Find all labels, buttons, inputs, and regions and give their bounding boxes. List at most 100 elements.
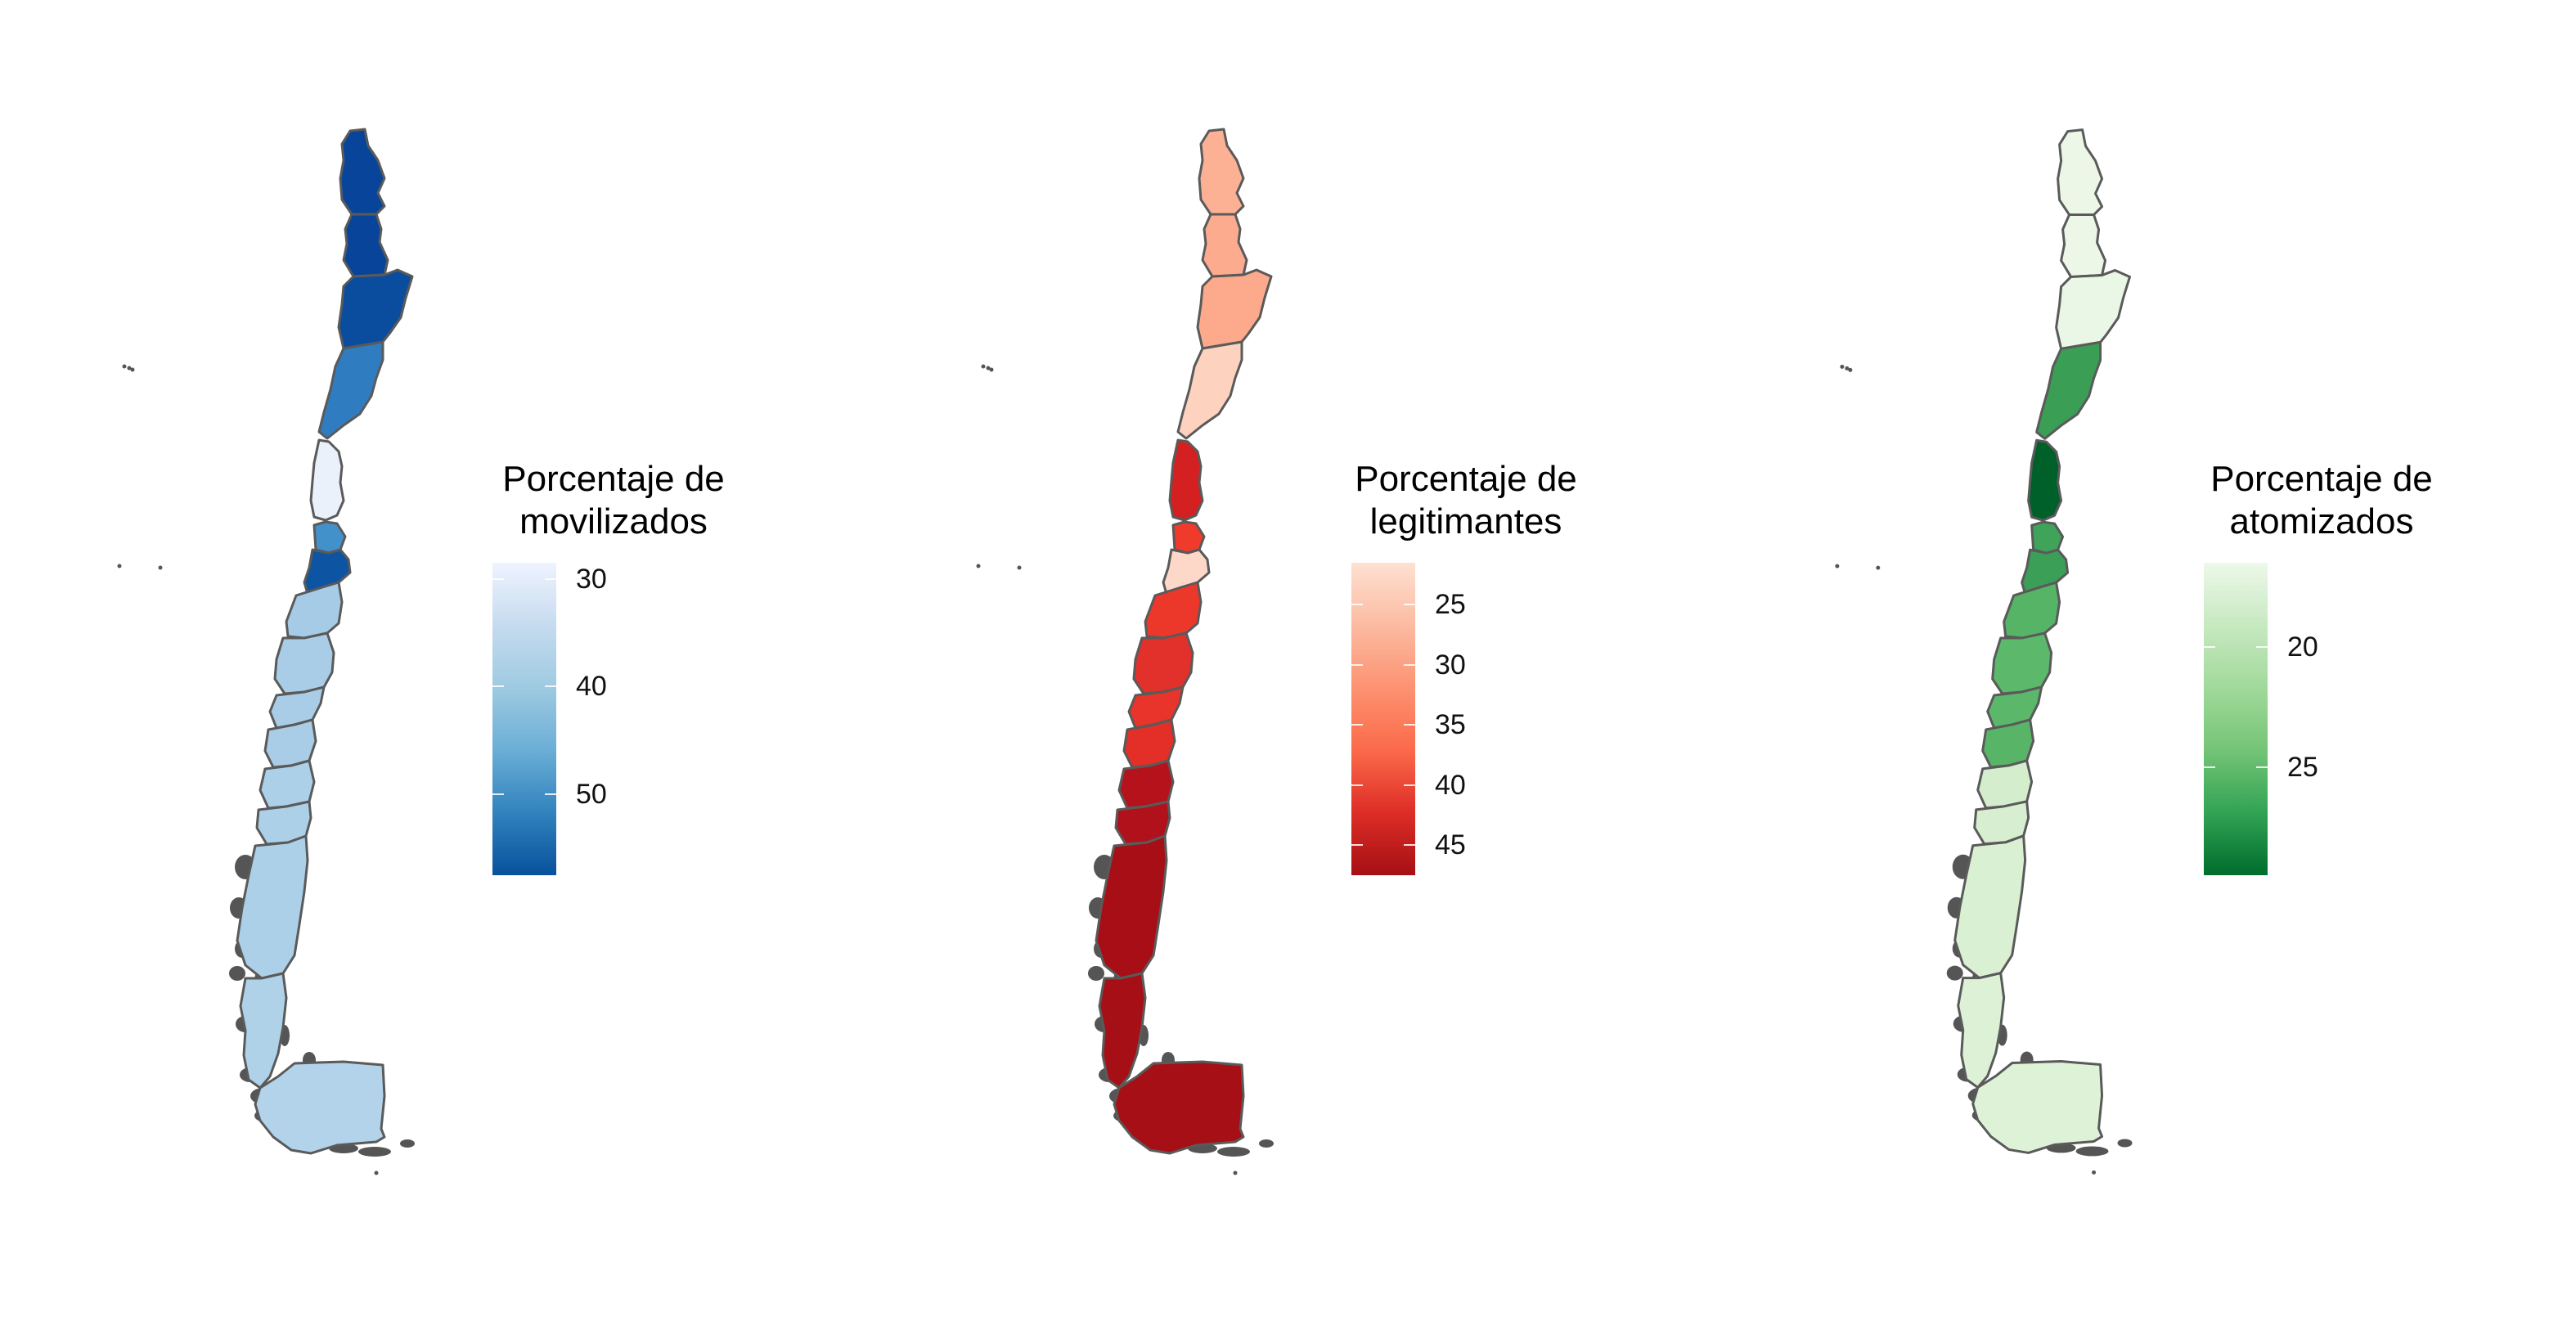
chile-map-movilizados	[117, 128, 415, 1175]
legend-title-line1: Porcentaje de	[502, 459, 725, 499]
island	[1088, 966, 1104, 981]
region-o-higgins	[1144, 581, 1203, 640]
region-o-higgins	[2003, 581, 2061, 640]
region-aysén	[239, 972, 288, 1090]
tick-mark	[1404, 844, 1415, 847]
tick-label: 45	[1435, 829, 1466, 861]
island	[2117, 1139, 2133, 1148]
region-antofagasta	[2055, 268, 2132, 350]
region-los-lagos	[1953, 834, 2027, 980]
colorbar	[1351, 563, 1415, 875]
island-dot	[986, 366, 991, 371]
tick-mark	[1351, 604, 1363, 606]
region-coquimbo	[2027, 438, 2063, 522]
legend-title-line1: Porcentaje de	[2210, 459, 2433, 499]
island	[229, 966, 245, 981]
legend-movilizados: Porcentaje de movilizados 30 40 50	[466, 458, 761, 882]
chile-map-legitimantes	[976, 128, 1274, 1175]
island	[1217, 1147, 1250, 1157]
region-valparaíso	[312, 520, 347, 555]
region-magallanes	[1113, 1060, 1245, 1155]
region-coquimbo	[1168, 438, 1204, 522]
region-arica-y-parinacota	[1198, 128, 1245, 216]
region-magallanes	[254, 1060, 386, 1155]
tick-label: 20	[2287, 631, 2318, 663]
region-maule	[1991, 631, 2053, 695]
tick-mark	[2256, 766, 2268, 768]
tick-mark	[1404, 724, 1415, 726]
tick-mark	[2204, 645, 2215, 648]
tick-mark	[2204, 766, 2215, 768]
chile-map-atomizados	[1835, 128, 2133, 1175]
region-magallanes	[1971, 1060, 2104, 1154]
tick-label: 35	[1435, 709, 1466, 741]
legend-title-line2: movilizados	[519, 501, 708, 541]
island-dot	[1845, 366, 1850, 371]
legend-title-line2: atomizados	[2229, 501, 2414, 541]
legend-title: Porcentaje de atomizados	[2174, 458, 2469, 543]
island-dot	[976, 564, 981, 568]
tick-mark	[1351, 784, 1363, 786]
tick-mark	[1404, 604, 1415, 606]
region-araucanía	[258, 759, 316, 810]
island-dot	[117, 564, 122, 568]
legend-body: 25 30 35 40 45	[1351, 563, 1613, 882]
region-ñuble	[1986, 685, 2043, 730]
island-dot	[130, 367, 135, 372]
island-dot	[122, 364, 127, 369]
region-aysén	[1098, 972, 1147, 1090]
region-antofagasta	[1196, 268, 1273, 350]
region-araucanía	[1976, 759, 2034, 810]
region-atacama	[1176, 340, 1243, 440]
region-maule	[273, 631, 335, 695]
island-dot	[1876, 565, 1881, 570]
tick-label: 30	[576, 563, 607, 595]
tick-mark	[492, 577, 504, 580]
region-tarapacá	[2060, 213, 2107, 278]
region-atacama	[317, 340, 384, 440]
legend-body: 30 40 50	[492, 563, 761, 882]
tick-label: 25	[1435, 589, 1466, 621]
island-dot	[2092, 1170, 2097, 1175]
tick-mark	[545, 685, 556, 688]
region-arica-y-parinacota	[339, 128, 386, 216]
island-dot	[158, 565, 163, 570]
region-ñuble	[1127, 685, 1185, 730]
tick-mark	[1351, 724, 1363, 726]
region-tarapacá	[342, 213, 389, 278]
legend-body: 20 25	[2204, 563, 2469, 882]
region-antofagasta	[337, 268, 414, 350]
map-panel-legitimantes: Porcentaje de legitimantes 25 30 35 40 45	[859, 0, 1718, 1339]
island-dot	[374, 1171, 379, 1175]
legend-title: Porcentaje de legitimantes	[1319, 458, 1613, 543]
colorbar	[2204, 563, 2268, 875]
island	[1259, 1139, 1274, 1148]
island-dot	[1233, 1171, 1238, 1175]
region-tarapacá	[1201, 213, 1248, 278]
island	[358, 1147, 391, 1157]
region-aysén	[1957, 972, 2006, 1090]
tick-mark	[1404, 663, 1415, 666]
region-valparaíso	[2030, 520, 2065, 555]
island-dot	[989, 367, 994, 372]
legend-atomizados: Porcentaje de atomizados 20 25	[2174, 458, 2469, 882]
region-los-lagos	[1095, 834, 1168, 980]
island-dot	[1840, 364, 1845, 369]
island	[2075, 1146, 2109, 1157]
region-coquimbo	[309, 438, 345, 522]
tick-mark	[492, 793, 504, 796]
island-dot	[127, 366, 132, 371]
region-o-higgins	[285, 581, 344, 640]
region-atacama	[2035, 340, 2102, 440]
region-valparaíso	[1171, 520, 1206, 555]
region-maule	[1132, 631, 1194, 695]
island-dot	[1848, 367, 1853, 372]
legend-legitimantes: Porcentaje de legitimantes 25 30 35 40 45	[1319, 458, 1613, 882]
tick-label: 50	[576, 779, 607, 811]
tick-mark	[1351, 844, 1363, 847]
island	[1946, 965, 1963, 981]
region-los-lagos	[236, 834, 309, 980]
colorbar	[492, 563, 556, 875]
tick-mark	[492, 685, 504, 688]
